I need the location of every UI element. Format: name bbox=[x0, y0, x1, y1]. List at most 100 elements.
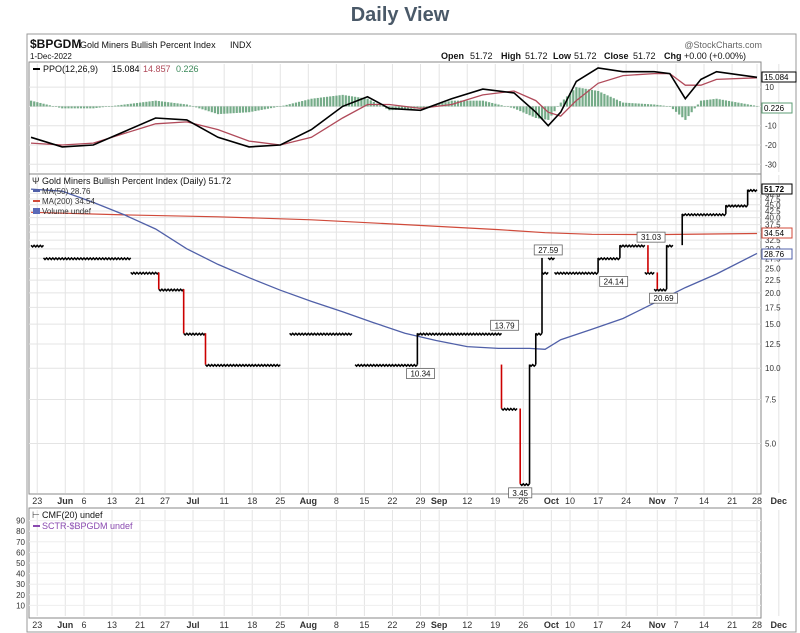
ppo-hist-bar bbox=[444, 102, 447, 107]
cmf-tick-label: 80 bbox=[16, 527, 25, 536]
ppo-hist-bar bbox=[319, 97, 322, 107]
ppo-hist-bar bbox=[195, 106, 198, 108]
value-annotation-box bbox=[508, 487, 533, 499]
ppo-hist-bar bbox=[179, 103, 182, 107]
ppo-tick-label: 10 bbox=[765, 83, 774, 92]
ppo-layer bbox=[30, 67, 759, 148]
ppo-hist-bar bbox=[216, 106, 220, 115]
value-annotation: 31.03 bbox=[641, 233, 662, 242]
bp-segment bbox=[653, 288, 668, 292]
ppo-hist-bar bbox=[291, 103, 294, 107]
last-price-badge: 51.72 bbox=[761, 183, 793, 195]
ppo-hist-bar bbox=[294, 102, 298, 107]
ppo-hist-bar bbox=[575, 87, 578, 107]
price-tick-label: 40.0 bbox=[765, 214, 781, 223]
ppo-hist-bar bbox=[674, 106, 678, 112]
ppo-hist-bar bbox=[301, 101, 304, 107]
ppo-hist-bar bbox=[366, 98, 369, 107]
ppo-hist-bar bbox=[640, 103, 643, 107]
price-tick-label: 37.5 bbox=[765, 221, 781, 230]
ppo-legend-label: PPO(12,26,9) bbox=[43, 64, 98, 74]
ppo-hist-bar bbox=[173, 102, 176, 107]
x-tick-label: 23 bbox=[32, 620, 42, 630]
ppo-badge: 15.084 bbox=[761, 71, 797, 83]
ppo-hist-bar bbox=[634, 103, 637, 107]
x-tick-label: 7 bbox=[673, 620, 678, 630]
bp-segment bbox=[681, 212, 727, 217]
price-tick-label: 20.0 bbox=[765, 289, 781, 298]
ppo-hist-bar bbox=[625, 102, 628, 107]
ppo-hist-bar bbox=[273, 106, 276, 108]
ma50-line bbox=[30, 188, 758, 350]
x-tick-label: 6 bbox=[81, 620, 86, 630]
ppo-hist-bar bbox=[488, 102, 491, 107]
cmf-tick-label: 40 bbox=[16, 570, 25, 579]
ma200-legend-label: MA(200) 34.54 bbox=[42, 197, 95, 206]
ppo-signal-line bbox=[30, 72, 758, 146]
ppo-hist-bar bbox=[562, 99, 566, 107]
ppo-hist-bar bbox=[251, 106, 254, 112]
ppo-hist-bar bbox=[712, 99, 715, 107]
bp-segment bbox=[597, 256, 621, 261]
ppo-hist-bar bbox=[752, 105, 756, 107]
ppo-hist-bar bbox=[628, 102, 631, 107]
x-tick-label: 11 bbox=[220, 620, 229, 630]
chg-value: +0.00 (+0.00%) bbox=[684, 51, 746, 61]
ppo-hist-bar bbox=[463, 100, 466, 107]
ppo-hist-bar bbox=[397, 106, 400, 110]
x-tick-label: 12 bbox=[462, 620, 472, 630]
value-annotation: 20.69 bbox=[654, 294, 675, 303]
bp-segment bbox=[289, 332, 353, 336]
ppo-hist-bar bbox=[363, 98, 366, 107]
ppo-hist-bar bbox=[148, 101, 151, 107]
ppo-hist-bar bbox=[48, 105, 51, 107]
ppo-hist-bar bbox=[257, 106, 260, 111]
ppo-hist-bar bbox=[42, 103, 45, 107]
x-tick-label: 26 bbox=[518, 496, 528, 506]
ppo-hist-bar bbox=[89, 106, 92, 109]
bp-segment bbox=[528, 363, 537, 368]
ppo-hist-bar bbox=[600, 92, 603, 107]
value-annotation-box bbox=[406, 368, 435, 379]
ppo-hist-bar bbox=[260, 106, 263, 110]
ppo-tick-label: -10 bbox=[765, 122, 777, 131]
ppo-hist-bar bbox=[659, 105, 662, 107]
ppo-hist-bar bbox=[241, 106, 245, 113]
ppo-hist-bar bbox=[721, 99, 724, 107]
x-tick-label: 29 bbox=[415, 620, 425, 630]
ppo-hist-bar bbox=[167, 102, 170, 107]
ppo-hist-bar bbox=[550, 106, 553, 116]
ppo-hist-bar bbox=[603, 93, 606, 107]
ppo-hist-bar bbox=[491, 102, 494, 107]
ppo-hist-bar bbox=[484, 101, 488, 107]
ppo-hist-bar bbox=[699, 100, 703, 107]
ppo-hist-bar bbox=[350, 96, 354, 107]
ppo-hist-bar bbox=[665, 106, 668, 107]
ppo-hist-bar bbox=[357, 97, 360, 107]
ppo-hist-bar bbox=[207, 106, 210, 112]
ppo-hist-bar bbox=[123, 104, 126, 107]
ppo-hist-bar bbox=[706, 99, 709, 107]
bp-segment bbox=[500, 407, 518, 412]
x-tick-label: 7 bbox=[673, 496, 678, 506]
chg-label: Chg bbox=[664, 51, 682, 61]
value-annotation: 13.79 bbox=[495, 321, 516, 330]
bp-segment bbox=[183, 332, 207, 336]
ppo-hist-bar bbox=[238, 106, 241, 113]
ppo-hist-bar bbox=[525, 106, 528, 114]
price-tick-label: 47.5 bbox=[765, 195, 781, 204]
ppo-hist-bar bbox=[447, 101, 450, 107]
high-value: 51.72 bbox=[525, 51, 548, 61]
bp-segment bbox=[541, 271, 549, 276]
cmf-tick-label: 20 bbox=[16, 591, 25, 600]
ppo-hist-bar bbox=[86, 106, 89, 109]
ppo-hist-bar bbox=[422, 106, 425, 108]
price-tick-label: 10.0 bbox=[765, 364, 781, 373]
price-tick-label: 15.0 bbox=[765, 320, 781, 329]
x-tick-label: Aug bbox=[300, 620, 318, 630]
x-tick-label: 17 bbox=[593, 620, 603, 630]
ppo-hist-bar bbox=[743, 103, 746, 107]
x-tick-label: 11 bbox=[220, 496, 229, 506]
ppo-hist-bar bbox=[696, 104, 699, 107]
ppo-hist-bar bbox=[304, 100, 307, 107]
